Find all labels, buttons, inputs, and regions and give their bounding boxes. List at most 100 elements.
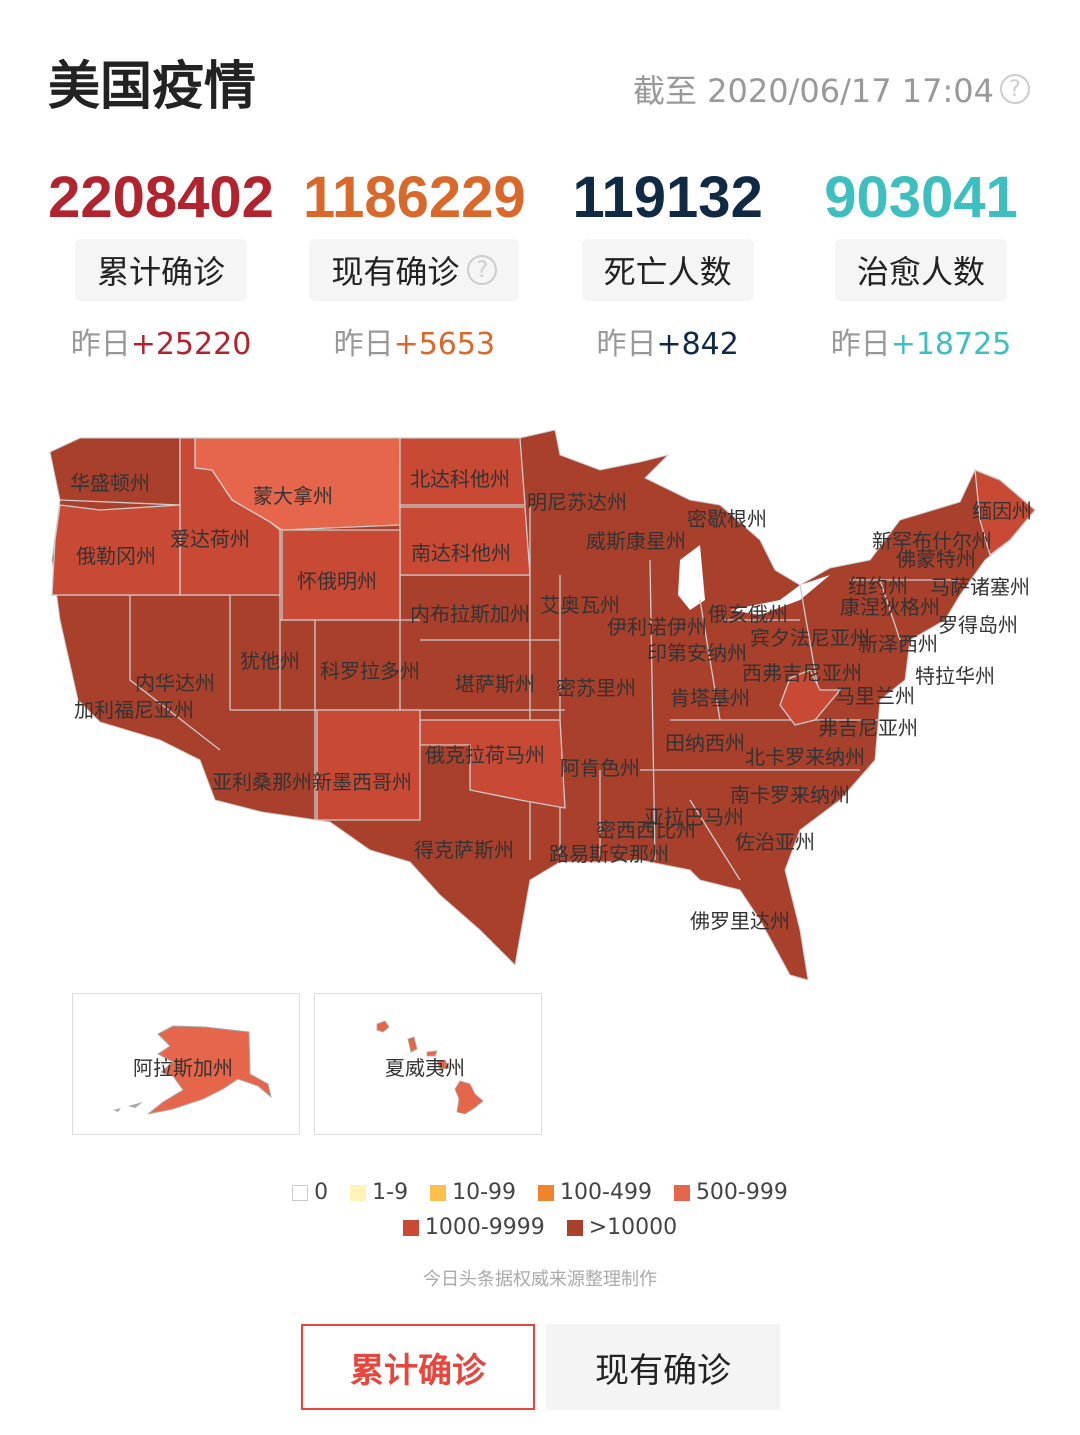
- as-of-time: 截至 2020/06/17 17:04 ?: [633, 66, 1030, 112]
- legend-item[interactable]: 500-999: [673, 1180, 788, 1205]
- state-label[interactable]: 亚利桑那州: [212, 770, 312, 794]
- state-label[interactable]: 内华达州: [135, 671, 215, 695]
- state-label[interactable]: 罗得岛州: [938, 613, 1018, 637]
- stat-label: 现有确诊: [331, 253, 460, 291]
- alaska-shape[interactable]: [73, 994, 301, 1136]
- state-label[interactable]: 田纳西州: [665, 731, 745, 755]
- stats-row: 2208402 累计确诊 昨日+25220 1186229 现有确诊? 昨日+5…: [36, 165, 1046, 363]
- state-shape[interactable]: [51, 504, 181, 596]
- state-label[interactable]: 宾夕法尼亚州: [750, 626, 870, 650]
- state-label[interactable]: 弗吉尼亚州: [818, 716, 918, 740]
- legend-label: 100-499: [560, 1180, 652, 1205]
- stat-delta-line: 昨日+18725: [831, 319, 1012, 363]
- map-legend: 0 1-9 10-99 100-499 500-999 1000-9999 >10000: [0, 1180, 1080, 1250]
- legend-item[interactable]: 1000-9999: [402, 1215, 545, 1240]
- alaska-inset[interactable]: 阿拉斯加州: [72, 993, 300, 1135]
- tab-cumulative-confirmed[interactable]: 累计确诊: [301, 1324, 535, 1410]
- state-label[interactable]: 路易斯安那州: [549, 842, 669, 866]
- state-label[interactable]: 加利福尼亚州: [74, 698, 194, 722]
- state-label[interactable]: 佐治亚州: [735, 830, 815, 854]
- state-shape[interactable]: [399, 437, 526, 506]
- question-circle-icon[interactable]: ?: [467, 255, 498, 285]
- state-label[interactable]: 爱达荷州: [170, 527, 250, 551]
- state-label[interactable]: 北卡罗来纳州: [745, 745, 865, 769]
- legend-item[interactable]: >10000: [566, 1215, 677, 1240]
- state-label[interactable]: 肯塔基州: [670, 686, 750, 710]
- state-label[interactable]: 犹他州: [240, 649, 300, 673]
- state-label[interactable]: 南卡罗来纳州: [730, 783, 850, 807]
- stat-value: 903041: [824, 165, 1018, 230]
- legend-label: 10-99: [452, 1180, 517, 1205]
- state-label[interactable]: 缅因州: [972, 499, 1032, 523]
- state-label[interactable]: 明尼苏达州: [527, 490, 627, 514]
- legend-item[interactable]: 100-499: [538, 1180, 652, 1205]
- tab-current-confirmed[interactable]: 现有确诊: [546, 1324, 780, 1410]
- state-label[interactable]: 亚拉巴马州: [644, 805, 744, 829]
- state-label[interactable]: 怀俄明州: [297, 569, 377, 593]
- legend-label: 0: [314, 1180, 329, 1205]
- state-label[interactable]: 新墨西哥州: [312, 770, 412, 794]
- state-label[interactable]: 新罕布什尔州: [872, 529, 992, 553]
- state-label[interactable]: 马萨诸塞州: [930, 575, 1030, 599]
- state-label[interactable]: 佛罗里达州: [690, 909, 790, 933]
- as-of-text: 截至 2020/06/17 17:04: [632, 72, 994, 110]
- stat-value: 1186229: [303, 165, 526, 230]
- stat-recovered: 903041 治愈人数 昨日+18725: [796, 165, 1046, 363]
- state-label[interactable]: 密西西比州: [596, 818, 696, 842]
- state-label[interactable]: 阿肯色州: [560, 756, 640, 780]
- state-label[interactable]: 堪萨斯州: [455, 672, 535, 696]
- hawaii-inset[interactable]: 夏威夷州: [314, 993, 542, 1135]
- state-border: [879, 579, 901, 641]
- legend-item[interactable]: 10-99: [430, 1180, 516, 1205]
- state-shape[interactable]: [419, 719, 566, 809]
- legend-item[interactable]: 1-9: [350, 1180, 408, 1205]
- state-shape[interactable]: [974, 468, 1036, 557]
- stat-value: 119132: [572, 165, 763, 230]
- delta-prefix: 昨日: [70, 327, 131, 362]
- state-label[interactable]: 印第安纳州: [647, 641, 747, 665]
- stat-value: 2208402: [48, 165, 274, 230]
- stat-label: 累计确诊: [96, 253, 225, 291]
- question-circle-icon[interactable]: ?: [1000, 74, 1030, 104]
- state-label[interactable]: 纽约州: [848, 574, 908, 598]
- state-label[interactable]: 威斯康星州: [586, 529, 686, 553]
- state-label[interactable]: 密歇根州: [687, 507, 767, 531]
- state-label[interactable]: 得克萨斯州: [414, 838, 514, 862]
- state-label[interactable]: 俄勒冈州: [76, 544, 156, 568]
- state-label[interactable]: 华盛顿州: [70, 471, 150, 495]
- stat-current-confirmed: 1186229 现有确诊? 昨日+5653: [289, 165, 539, 363]
- state-label[interactable]: 马里兰州: [835, 684, 915, 708]
- state-label[interactable]: 特拉华州: [915, 664, 995, 688]
- state-label[interactable]: 俄克拉荷马州: [425, 743, 545, 767]
- legend-label: 1-9: [372, 1180, 409, 1205]
- state-label[interactable]: 西弗吉尼亚州: [742, 661, 862, 685]
- state-label[interactable]: 康涅狄格州: [840, 595, 940, 619]
- state-border: [649, 559, 656, 861]
- legend-item[interactable]: 0: [292, 1180, 328, 1205]
- state-label[interactable]: 佛蒙特州: [896, 547, 976, 571]
- state-shape[interactable]: [281, 529, 401, 621]
- state-label[interactable]: 内布拉斯加州: [410, 602, 530, 626]
- state-label: 夏威夷州: [385, 1056, 465, 1080]
- state-label[interactable]: 俄亥俄州: [708, 602, 788, 626]
- state-label[interactable]: 北达科他州: [410, 467, 510, 491]
- hawaii-shape[interactable]: [315, 994, 543, 1136]
- state-label[interactable]: 新泽西州: [858, 632, 938, 656]
- legend-swatch: [292, 1184, 309, 1201]
- legend-swatch: [402, 1219, 419, 1236]
- state-label[interactable]: 伊利诺伊州: [607, 615, 707, 639]
- delta-prefix: 昨日: [830, 327, 891, 362]
- great-lakes: [678, 545, 830, 615]
- stat-cumulative-confirmed: 2208402 累计确诊 昨日+25220: [36, 165, 286, 363]
- state-label[interactable]: 科罗拉多州: [320, 659, 420, 683]
- page-title: 美国疫情: [48, 57, 257, 117]
- state-shape[interactable]: [316, 709, 421, 821]
- state-label[interactable]: 蒙大拿州: [253, 484, 333, 508]
- state-shape[interactable]: [779, 669, 842, 726]
- state-shape[interactable]: [179, 437, 281, 596]
- state-label[interactable]: 南达科他州: [411, 541, 511, 565]
- legend-swatch: [673, 1184, 690, 1201]
- state-label[interactable]: 艾奥瓦州: [540, 593, 620, 617]
- state-label[interactable]: 密苏里州: [556, 676, 636, 700]
